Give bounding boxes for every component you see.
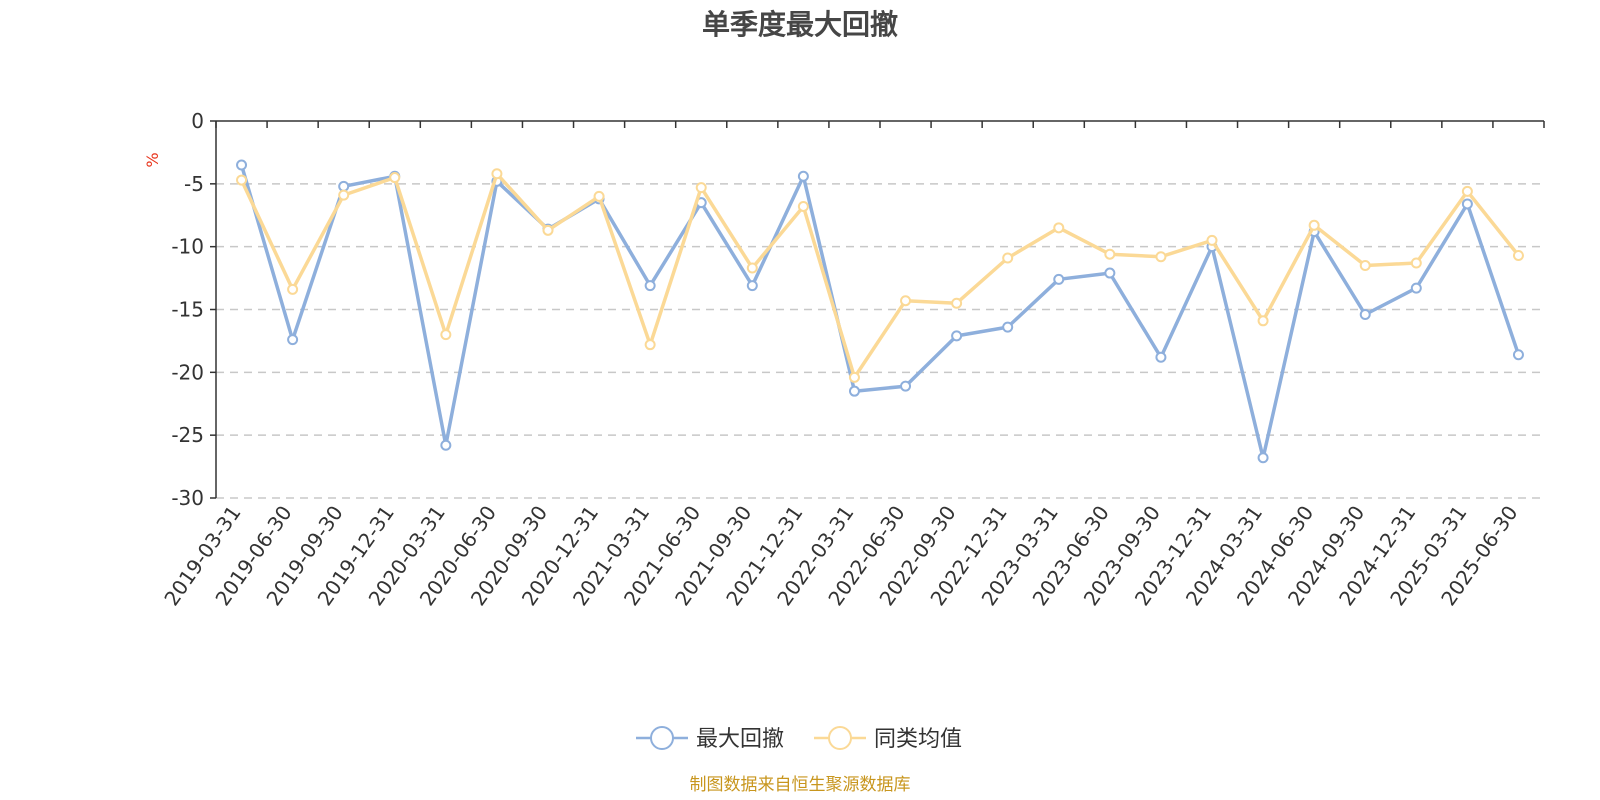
data-point[interactable] — [1512, 249, 1524, 261]
data-point[interactable] — [1155, 351, 1167, 363]
data-point[interactable] — [440, 329, 452, 341]
legend-swatch-marker — [650, 726, 674, 750]
data-point[interactable] — [1155, 251, 1167, 263]
data-point[interactable] — [1002, 321, 1014, 333]
legend-item[interactable]: 同类均值 — [814, 726, 962, 752]
y-tick-label: -25 — [171, 423, 204, 447]
data-point[interactable] — [1104, 267, 1116, 279]
y-tick-label: -10 — [171, 235, 204, 259]
series-line — [239, 164, 1521, 460]
data-point[interactable] — [746, 280, 758, 292]
data-point[interactable] — [440, 439, 452, 451]
data-point[interactable] — [797, 170, 809, 182]
data-point[interactable] — [338, 180, 350, 192]
chart-title: 单季度最大回撤 — [702, 8, 898, 41]
data-point[interactable] — [1359, 260, 1371, 272]
data-point[interactable] — [1461, 185, 1473, 197]
data-point[interactable] — [593, 190, 605, 202]
data-point[interactable] — [338, 189, 350, 201]
data-point[interactable] — [1410, 257, 1422, 269]
data-point[interactable] — [848, 371, 860, 383]
data-point[interactable] — [644, 339, 656, 351]
data-point[interactable] — [1104, 248, 1116, 260]
data-point[interactable] — [900, 295, 912, 307]
data-point[interactable] — [1053, 222, 1065, 234]
series-最大回撤 — [236, 159, 1524, 464]
data-point[interactable] — [1206, 234, 1218, 246]
source-note: 制图数据来自恒生聚源数据库 — [690, 775, 911, 795]
data-point[interactable] — [797, 200, 809, 212]
data-point[interactable] — [287, 283, 299, 295]
data-point[interactable] — [951, 330, 963, 342]
data-point[interactable] — [1257, 452, 1269, 464]
series-line — [239, 172, 1520, 380]
data-point[interactable] — [746, 262, 758, 274]
series-同类均值 — [236, 168, 1524, 383]
data-point[interactable] — [389, 172, 401, 184]
data-point[interactable] — [644, 280, 656, 292]
data-point[interactable] — [900, 380, 912, 392]
data-point[interactable] — [951, 297, 963, 309]
data-point[interactable] — [1257, 315, 1269, 327]
legend-label: 最大回撤 — [696, 727, 784, 752]
data-point[interactable] — [1410, 282, 1422, 294]
legend-item[interactable]: 最大回撤 — [636, 726, 784, 752]
data-point[interactable] — [1359, 309, 1371, 321]
data-point[interactable] — [287, 334, 299, 346]
y-tick-label: -5 — [184, 172, 204, 196]
data-point[interactable] — [1461, 198, 1473, 210]
y-tick-label: -15 — [171, 298, 204, 322]
data-point[interactable] — [848, 385, 860, 397]
data-point[interactable] — [236, 174, 248, 186]
data-point[interactable] — [1002, 252, 1014, 264]
legend-swatch-marker — [828, 726, 852, 750]
y-tick-label: 0 — [191, 109, 204, 133]
data-point[interactable] — [1308, 219, 1320, 231]
data-point[interactable] — [1053, 273, 1065, 285]
data-point[interactable] — [491, 168, 503, 180]
data-point[interactable] — [542, 224, 554, 236]
data-point[interactable] — [695, 182, 707, 194]
series-layer — [236, 159, 1524, 464]
y-tick-label: -30 — [171, 486, 204, 510]
data-point[interactable] — [1512, 349, 1524, 361]
legend-label: 同类均值 — [874, 727, 962, 752]
data-point[interactable] — [236, 159, 248, 171]
legend[interactable]: 最大回撤 同类均值 — [636, 726, 962, 752]
y-axis-unit: % — [143, 152, 162, 167]
y-tick-label: -20 — [171, 360, 204, 384]
